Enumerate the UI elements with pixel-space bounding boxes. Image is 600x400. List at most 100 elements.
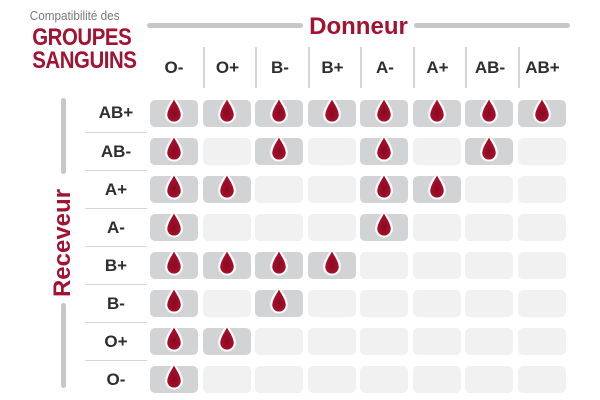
donor-column-headers: O- O+ B- B+ A- A+ AB- AB+ <box>150 47 570 88</box>
cell-B+-AB+ <box>517 251 566 279</box>
blood-drop-icon <box>217 247 236 276</box>
receiver-label-B+: B+ <box>85 246 147 284</box>
cell-A+-O- <box>150 171 198 203</box>
cell-AB--A- <box>360 133 408 165</box>
cell-A--B+ <box>307 213 356 241</box>
blood-drop-icon <box>375 171 393 200</box>
blood-drop-icon <box>270 285 288 314</box>
cell-AB+-AB+ <box>517 95 566 127</box>
donor-header-O-: O- <box>164 58 184 77</box>
cell-B+-AB- <box>465 251 513 279</box>
cell-A+-AB- <box>465 175 513 203</box>
cell-AB+-B- <box>255 95 303 127</box>
cell-B+-B- <box>255 247 303 279</box>
blood-drop-icon <box>270 133 288 162</box>
cell-A--A+ <box>412 213 461 241</box>
donor-header-AB-: AB- <box>465 47 518 88</box>
blood-drop-icon <box>375 209 393 238</box>
chart-subtitle: Compatibilité des <box>29 8 120 23</box>
cell-O--AB- <box>465 365 513 393</box>
cell-B--AB+ <box>517 289 566 317</box>
blood-drop-icon <box>217 171 236 200</box>
chart-title-line2: SANGUINS <box>32 47 137 74</box>
cell-O+-O+ <box>202 323 251 355</box>
cell-AB+-O+ <box>202 95 251 127</box>
blood-drop-icon <box>165 95 183 124</box>
cell-AB--A+ <box>412 137 461 165</box>
receiver-label-O+: O+ <box>85 322 147 360</box>
cell-O--O- <box>150 361 198 393</box>
blood-drop-icon <box>165 209 183 238</box>
cell-O--AB+ <box>517 365 566 393</box>
cell-O+-B+ <box>307 327 356 355</box>
receiver-label-B-: B- <box>85 284 147 322</box>
cell-A--O- <box>150 209 198 241</box>
chart-title-line1: GROUPES <box>32 24 132 51</box>
blood-drop-icon <box>270 95 288 124</box>
cell-B--B- <box>255 285 303 317</box>
cell-O--B+ <box>307 365 356 393</box>
blood-drop-icon <box>165 323 183 352</box>
chart-title: Compatibilité des GROUPES SANGUINS <box>25 8 137 74</box>
blood-drop-icon <box>375 133 393 162</box>
blood-drop-icon <box>270 247 288 276</box>
receiver-axis-rail-bottom <box>61 303 66 388</box>
blood-drop-icon <box>532 95 551 124</box>
blood-drop-icon <box>165 171 183 200</box>
cell-B+-A+ <box>412 251 461 279</box>
cell-AB--AB- <box>465 133 513 165</box>
blood-drop-icon <box>217 95 236 124</box>
cell-A+-B+ <box>307 175 356 203</box>
donor-header-A-: A- <box>360 47 413 88</box>
cell-A+-B- <box>255 175 303 203</box>
blood-drop-icon <box>322 95 341 124</box>
blood-drop-icon <box>480 133 498 162</box>
blood-drop-icon <box>427 171 446 200</box>
blood-drop-icon <box>427 95 446 124</box>
donor-header-B-: B- <box>255 47 308 88</box>
blood-drop-icon <box>165 285 183 314</box>
cell-O+-A+ <box>412 327 461 355</box>
cell-O+-B- <box>255 327 303 355</box>
blood-drop-icon <box>165 247 183 276</box>
donor-header-A+: A+ <box>412 47 466 88</box>
cell-AB--O- <box>150 133 198 165</box>
cell-O+-AB- <box>465 327 513 355</box>
receiver-label-A-: A- <box>85 208 147 246</box>
blood-drop-icon <box>217 323 236 352</box>
cell-B--A+ <box>412 289 461 317</box>
cell-AB+-B+ <box>307 95 356 127</box>
cell-AB+-A+ <box>412 95 461 127</box>
cell-B+-O- <box>150 247 198 279</box>
cell-O--A- <box>360 365 408 393</box>
cell-A+-O+ <box>202 171 251 203</box>
blood-drop-icon <box>165 133 183 162</box>
cell-AB+-AB- <box>465 95 513 127</box>
cell-B--A- <box>360 289 408 317</box>
receiver-axis-label: Receveur <box>49 188 76 298</box>
cell-A--A- <box>360 209 408 241</box>
receiver-label-A+: A+ <box>85 170 147 208</box>
receiver-label-O-: O- <box>85 360 147 398</box>
cell-A--AB- <box>465 213 513 241</box>
cell-AB--AB+ <box>517 137 566 165</box>
cell-A+-A+ <box>412 171 461 203</box>
donor-header-O+: O+ <box>202 47 256 88</box>
receiver-axis-rail-top <box>61 98 66 174</box>
cell-A+-AB+ <box>517 175 566 203</box>
blood-drop-icon <box>322 247 341 276</box>
donor-header-B+: B+ <box>307 47 361 88</box>
compatibility-matrix <box>150 94 570 398</box>
cell-B+-B+ <box>307 247 356 279</box>
receiver-label-AB-: AB- <box>85 132 147 170</box>
cell-AB--B+ <box>307 137 356 165</box>
cell-B--AB- <box>465 289 513 317</box>
cell-O+-AB+ <box>517 327 566 355</box>
cell-O--B- <box>255 365 303 393</box>
donor-axis-rail-right <box>414 23 570 28</box>
cell-O--A+ <box>412 365 461 393</box>
cell-O--O+ <box>202 365 251 393</box>
cell-AB+-O- <box>150 95 198 127</box>
donor-header-AB+: AB+ <box>517 47 571 88</box>
